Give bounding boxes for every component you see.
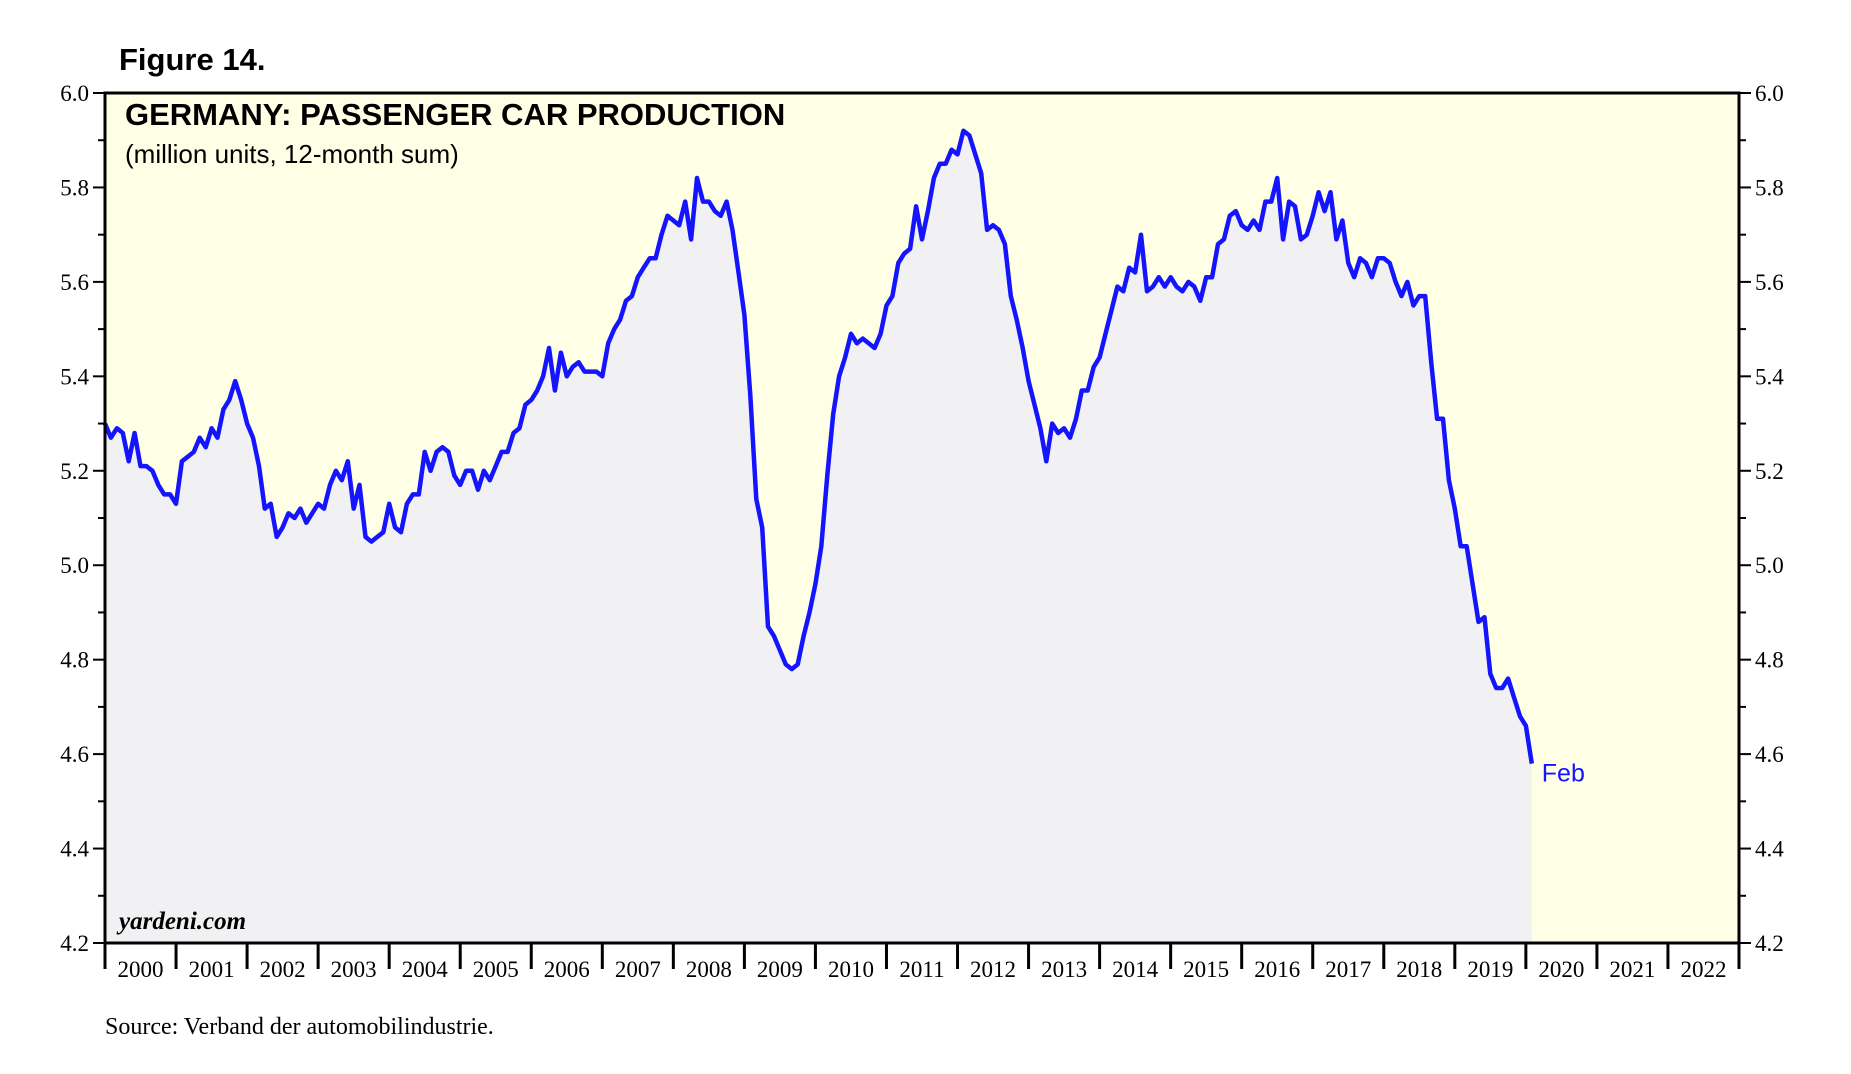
y2-tick-label: 4.2 xyxy=(1755,931,1784,956)
y-tick-label: 5.2 xyxy=(60,459,89,484)
x-tick-label: 2020 xyxy=(1538,957,1584,982)
x-tick-label: 2003 xyxy=(331,957,377,982)
y2-tick-label: 6.0 xyxy=(1755,81,1784,106)
y2-tick-label: 4.4 xyxy=(1755,837,1784,862)
x-tick-label: 2008 xyxy=(686,957,732,982)
y-tick-label: 4.2 xyxy=(60,931,89,956)
source: Source: Verband der automobilindustrie. xyxy=(105,1014,494,1040)
y-tick-label: 4.8 xyxy=(60,648,89,673)
x-tick-label: 2016 xyxy=(1254,957,1300,982)
y2-tick-label: 5.6 xyxy=(1755,270,1784,295)
x-tick-label: 2006 xyxy=(544,957,590,982)
x-tick-label: 2012 xyxy=(970,957,1016,982)
x-tick-label: 2011 xyxy=(899,957,944,982)
y-tick-label: 4.4 xyxy=(60,837,89,862)
x-tick-label: 2001 xyxy=(189,957,235,982)
x-tick-label: 2014 xyxy=(1112,957,1159,982)
chart-subtitle: (million units, 12-month sum) xyxy=(125,139,459,169)
y2-tick-label: 4.8 xyxy=(1755,648,1784,673)
x-tick-label: 2017 xyxy=(1325,957,1371,982)
x-tick-label: 2004 xyxy=(402,957,449,982)
data-line xyxy=(102,128,1535,764)
x-tick-label: 2018 xyxy=(1396,957,1442,982)
area-fill xyxy=(105,130,1532,944)
y2-tick-label: 5.0 xyxy=(1755,553,1784,578)
x-tick-label: 2021 xyxy=(1609,957,1655,982)
y-tick-label: 5.6 xyxy=(60,270,89,295)
y-tick-label: 5.8 xyxy=(60,175,89,200)
x-tick-label: 2010 xyxy=(828,957,874,982)
x-tick-label: 2015 xyxy=(1183,957,1229,982)
y2-tick-label: 5.4 xyxy=(1755,364,1784,389)
annotation: Feb xyxy=(1542,760,1585,788)
watermark: yardeni.com xyxy=(116,908,246,935)
y-tick-label: 6.0 xyxy=(60,81,89,106)
y-tick-label: 5.4 xyxy=(60,364,89,389)
y2-tick-label: 4.6 xyxy=(1755,742,1784,767)
chart-title: GERMANY: PASSENGER CAR PRODUCTION xyxy=(125,97,785,132)
figure-label: Figure 14. xyxy=(119,42,265,77)
y-tick-label: 5.0 xyxy=(60,553,89,578)
y2-tick-label: 5.2 xyxy=(1755,459,1784,484)
x-tick-label: 2019 xyxy=(1467,957,1513,982)
x-tick-label: 2013 xyxy=(1041,957,1087,982)
x-tick-label: 2007 xyxy=(615,957,661,982)
y-tick-label: 4.6 xyxy=(60,742,89,767)
x-tick-label: 2009 xyxy=(757,957,803,982)
y2-tick-label: 5.8 xyxy=(1755,175,1784,200)
x-tick-label: 2022 xyxy=(1680,957,1726,982)
x-tick-label: 2002 xyxy=(260,957,306,982)
x-tick-label: 2000 xyxy=(118,957,164,982)
x-tick-label: 2005 xyxy=(473,957,519,982)
